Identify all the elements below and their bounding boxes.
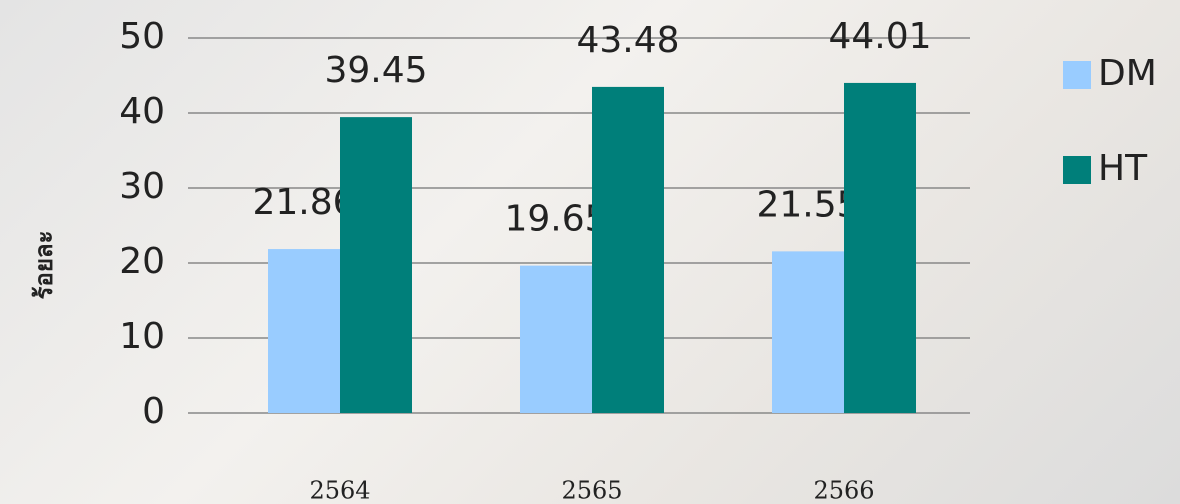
- data-label: 21.86: [252, 182, 355, 223]
- bar: [268, 249, 340, 413]
- y-tick-label: 30: [119, 166, 165, 207]
- bar: [340, 117, 412, 413]
- x-tick-label: 2565: [561, 477, 622, 504]
- x-tick-label: 2566: [813, 477, 874, 504]
- y-tick-label: 10: [119, 316, 165, 357]
- y-tick-label: 40: [119, 91, 165, 132]
- y-tick-label: 20: [119, 241, 165, 282]
- legend-label: HT: [1098, 148, 1148, 189]
- x-tick-label: 2564: [309, 477, 370, 504]
- y-tick-label: 50: [119, 16, 165, 57]
- bar: [772, 251, 844, 413]
- legend-swatch: [1063, 61, 1091, 89]
- y-tick-label: 0: [142, 391, 165, 432]
- data-label: 19.65: [504, 199, 607, 240]
- bar: [844, 82, 916, 414]
- data-label: 44.01: [828, 16, 931, 57]
- legend-label: DM: [1098, 53, 1157, 94]
- legend-swatch: [1063, 156, 1091, 184]
- bar: [520, 265, 592, 413]
- data-label: 21.55: [756, 184, 859, 225]
- bar: [592, 86, 664, 414]
- data-label: 39.45: [324, 50, 427, 91]
- data-label: 43.48: [576, 20, 679, 61]
- y-axis-label: ร้อยละ: [30, 231, 58, 300]
